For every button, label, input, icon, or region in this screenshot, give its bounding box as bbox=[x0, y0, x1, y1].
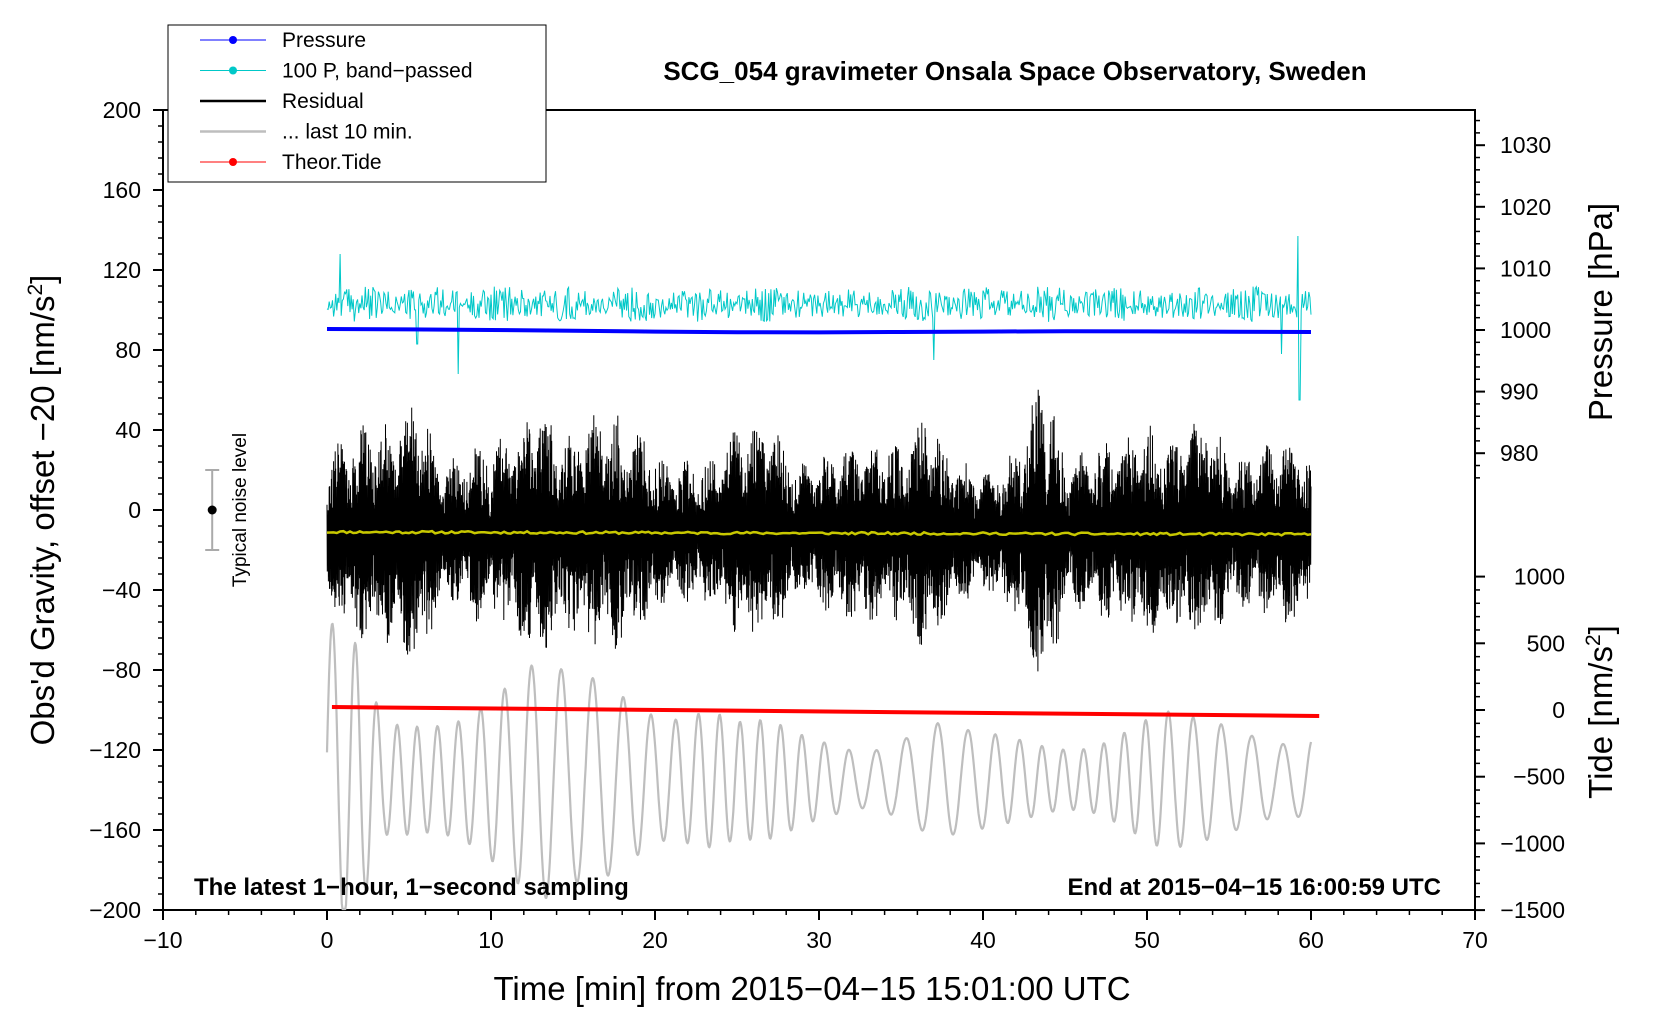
tide-tick-label: 1000 bbox=[1514, 564, 1565, 590]
x-tick-label: 20 bbox=[642, 927, 668, 953]
pressure-tick-label: 1010 bbox=[1500, 255, 1551, 281]
y-axis-pressure: 1030 1020 1010 1000 990 980 bbox=[1475, 119, 1551, 479]
pressure-tick-label: 990 bbox=[1500, 379, 1538, 405]
x-tick-label: 10 bbox=[478, 927, 504, 953]
pressure-tick-label: 1000 bbox=[1500, 317, 1551, 343]
residual-series bbox=[326, 389, 1312, 672]
x-tick-label: 70 bbox=[1462, 927, 1488, 953]
y-tick-label: −200 bbox=[89, 897, 141, 923]
y-axis-tide-title-sup: 2 bbox=[1582, 634, 1605, 646]
annotation-latest-hour: The latest 1−hour, 1−second sampling bbox=[194, 874, 629, 901]
x-tick-label: −10 bbox=[143, 927, 182, 953]
last-10-min-line bbox=[325, 622, 1313, 911]
y-tick-label: −40 bbox=[102, 577, 141, 603]
mean-line-series bbox=[326, 529, 1312, 537]
pressure-line bbox=[326, 327, 1312, 335]
y-tick-label: 120 bbox=[103, 257, 141, 283]
x-tick-label: 30 bbox=[806, 927, 832, 953]
legend-box bbox=[167, 24, 547, 183]
band-passed-line bbox=[326, 235, 1312, 401]
y-tick-label: 160 bbox=[103, 177, 141, 203]
y-axis-tide-title-main: Tide [nm/s bbox=[1582, 646, 1619, 799]
legend-swatch-dot bbox=[229, 158, 237, 166]
y-axis-left-title-main: Obs'd Gravity, offset −20 [nm/s bbox=[24, 296, 61, 746]
x-tick-label: 40 bbox=[970, 927, 996, 953]
pressure-tick-label: 1030 bbox=[1500, 132, 1551, 158]
x-tick-label: 0 bbox=[321, 927, 334, 953]
pressure-series bbox=[326, 327, 1312, 335]
legend-label: 100 P, band−passed bbox=[282, 60, 473, 83]
tide-tick-label: −1500 bbox=[1500, 897, 1565, 923]
x-axis: −10 0 10 20 30 40 50 60 70 bbox=[143, 910, 1488, 953]
noise-level-label: Typical noise level bbox=[230, 433, 251, 587]
y-axis-tide-title-close: ] bbox=[1582, 625, 1619, 634]
y-tick-label: 0 bbox=[128, 497, 141, 523]
y-tick-label: −80 bbox=[102, 657, 141, 683]
tide-line bbox=[331, 705, 1320, 718]
annotation-end-time: End at 2015−04−15 16:00:59 UTC bbox=[1067, 874, 1441, 901]
legend-label: Theor.Tide bbox=[282, 151, 382, 174]
y-axis-left-title: Obs'd Gravity, offset −20 [nm/s2] bbox=[24, 275, 61, 746]
y-tick-label: 40 bbox=[115, 417, 141, 443]
tide-tick-label: −1000 bbox=[1500, 830, 1565, 856]
y-axis-tide: 1000 500 0 −500 −1000 −1500 bbox=[1475, 564, 1565, 923]
legend-swatch-dot bbox=[229, 66, 237, 75]
band-passed-pressure-series bbox=[326, 235, 1312, 401]
tide-tick-label: 500 bbox=[1527, 630, 1565, 656]
y-axis-left-title-sup: 2 bbox=[24, 284, 47, 296]
last-10-min-series bbox=[325, 622, 1313, 911]
residual-line bbox=[326, 389, 1312, 672]
chart-title: SCG_054 gravimeter Onsala Space Observat… bbox=[663, 56, 1366, 86]
x-axis-title: Time [min] from 2015−04−15 15:01:00 UTC bbox=[493, 970, 1130, 1007]
legend: Pressure 100 P, band−passed Residual ... la… bbox=[167, 24, 547, 183]
tide-tick-label: 0 bbox=[1552, 697, 1565, 723]
mean-line bbox=[326, 529, 1312, 537]
y-axis-left: 200 160 120 80 40 0 −40 −80 −120 −160 −200 bbox=[89, 97, 163, 923]
legend-label: ... last 10 min. bbox=[282, 121, 413, 144]
legend-label: Pressure bbox=[282, 29, 366, 52]
pressure-tick-label: 980 bbox=[1500, 440, 1538, 466]
y-axis-tide-title: Tide [nm/s2] bbox=[1582, 625, 1619, 799]
pressure-tick-label: 1020 bbox=[1500, 194, 1551, 220]
y-axis-pressure-title: Pressure [hPa] bbox=[1582, 203, 1619, 421]
y-tick-label: 80 bbox=[115, 337, 141, 363]
legend-swatch-dot bbox=[229, 36, 237, 44]
y-tick-label: −160 bbox=[89, 817, 141, 843]
y-tick-label: 200 bbox=[103, 97, 141, 123]
noise-bar-dot bbox=[207, 505, 217, 515]
tide-tick-label: −500 bbox=[1513, 764, 1565, 790]
legend-label: Residual bbox=[282, 90, 364, 113]
noise-level-bar bbox=[205, 469, 220, 551]
x-tick-label: 50 bbox=[1134, 927, 1160, 953]
theoretical-tide-series bbox=[331, 705, 1320, 718]
y-axis-left-title-close: ] bbox=[24, 275, 61, 284]
x-tick-label: 60 bbox=[1298, 927, 1324, 953]
y-tick-label: −120 bbox=[89, 737, 141, 763]
